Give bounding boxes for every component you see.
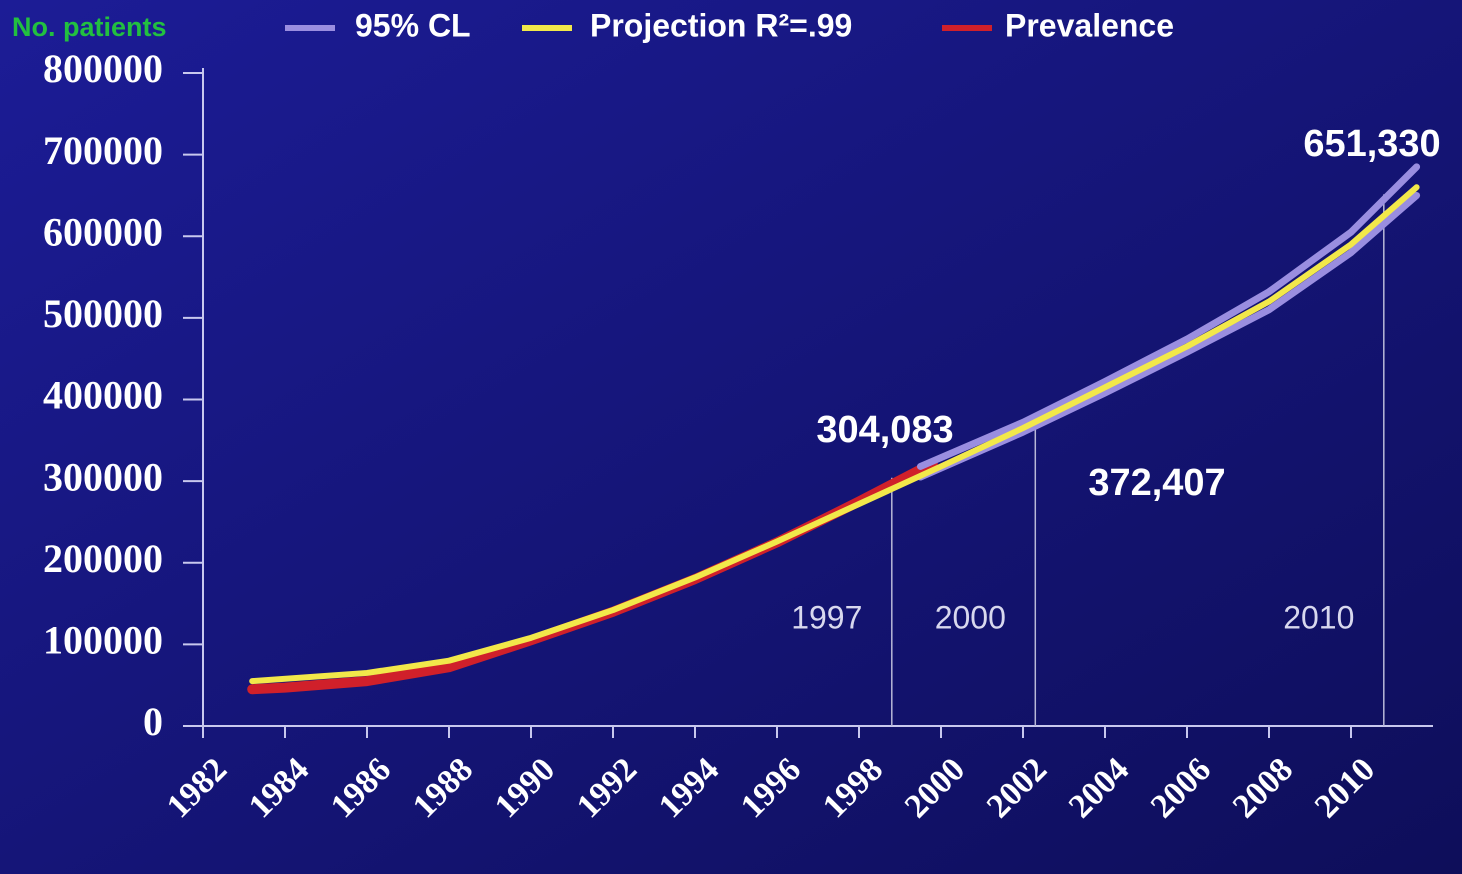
annotation-year: 2000 xyxy=(935,599,1006,635)
series-line xyxy=(917,191,1421,481)
y-tick-label: 0 xyxy=(143,699,163,744)
annotation-value: 651,330 xyxy=(1303,123,1440,165)
y-tick-label: 200000 xyxy=(43,536,163,581)
legend-label: Prevalence xyxy=(1005,7,1174,43)
series-line xyxy=(249,184,1420,685)
annotation-year: 2010 xyxy=(1283,599,1354,635)
y-tick-label: 700000 xyxy=(43,128,163,173)
y-tick-label: 600000 xyxy=(43,209,163,254)
legend-label: Projection R²=.99 xyxy=(590,7,852,43)
y-tick-label: 500000 xyxy=(43,291,163,336)
annotation-value: 304,083 xyxy=(816,409,953,451)
y-tick-label: 800000 xyxy=(43,46,163,91)
legend-label: 95% CL xyxy=(355,7,471,43)
annotation-year: 1997 xyxy=(791,599,862,635)
y-tick-label: 400000 xyxy=(43,373,163,418)
y-tick-label: 100000 xyxy=(43,618,163,663)
y-axis-label: No. patients xyxy=(12,12,167,42)
annotation-value: 372,407 xyxy=(1088,462,1225,504)
cl-upper xyxy=(917,163,1421,470)
y-tick-label: 300000 xyxy=(43,454,163,499)
